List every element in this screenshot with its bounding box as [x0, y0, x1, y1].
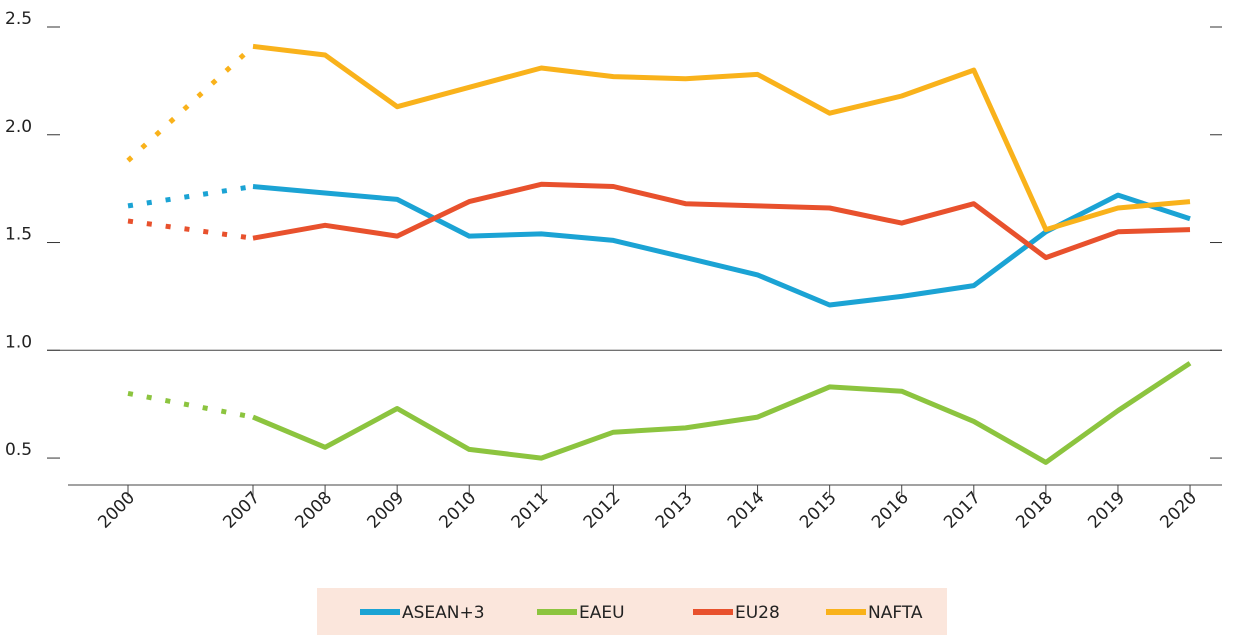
x-tick-label: 2008	[291, 488, 336, 533]
x-tick-label: 2016	[868, 488, 913, 533]
x-tick-label: 2020	[1156, 488, 1201, 533]
x-tick-label: 2000	[94, 488, 139, 533]
legend-label: EU28	[735, 603, 780, 623]
y-tick-label: 2.0	[5, 117, 32, 137]
line	[252, 361, 1192, 465]
legend-label: NAFTA	[868, 603, 923, 623]
y-tick-label: 2.5	[5, 9, 32, 29]
x-tick-label: 2009	[363, 488, 408, 533]
x-tick-label: 2011	[508, 488, 553, 533]
x-tick-label: 2013	[652, 488, 697, 533]
line	[252, 181, 1191, 261]
y-tick-label: 1.5	[5, 225, 32, 245]
line-dotted	[127, 218, 254, 241]
x-tick-label: 2010	[436, 488, 481, 533]
x-tick-label: 2019	[1084, 488, 1129, 533]
line-dotted	[127, 390, 254, 420]
line	[252, 43, 1191, 233]
line-dotted	[127, 184, 254, 209]
y-tick-label: 0.5	[5, 440, 32, 460]
legend-label: ASEAN+3	[402, 603, 485, 623]
x-tick-label: 2017	[940, 488, 985, 533]
line	[252, 184, 1191, 308]
x-tick-label: 2007	[219, 488, 264, 533]
line-dotted	[126, 44, 255, 163]
x-tick-label: 2015	[796, 488, 841, 533]
y-tick-label: 1.0	[5, 332, 32, 352]
legend-label: EAEU	[579, 603, 625, 623]
x-tick-label: 2014	[724, 488, 769, 533]
x-tick-label: 2018	[1012, 488, 1057, 533]
x-tick-label: 2012	[580, 488, 625, 533]
